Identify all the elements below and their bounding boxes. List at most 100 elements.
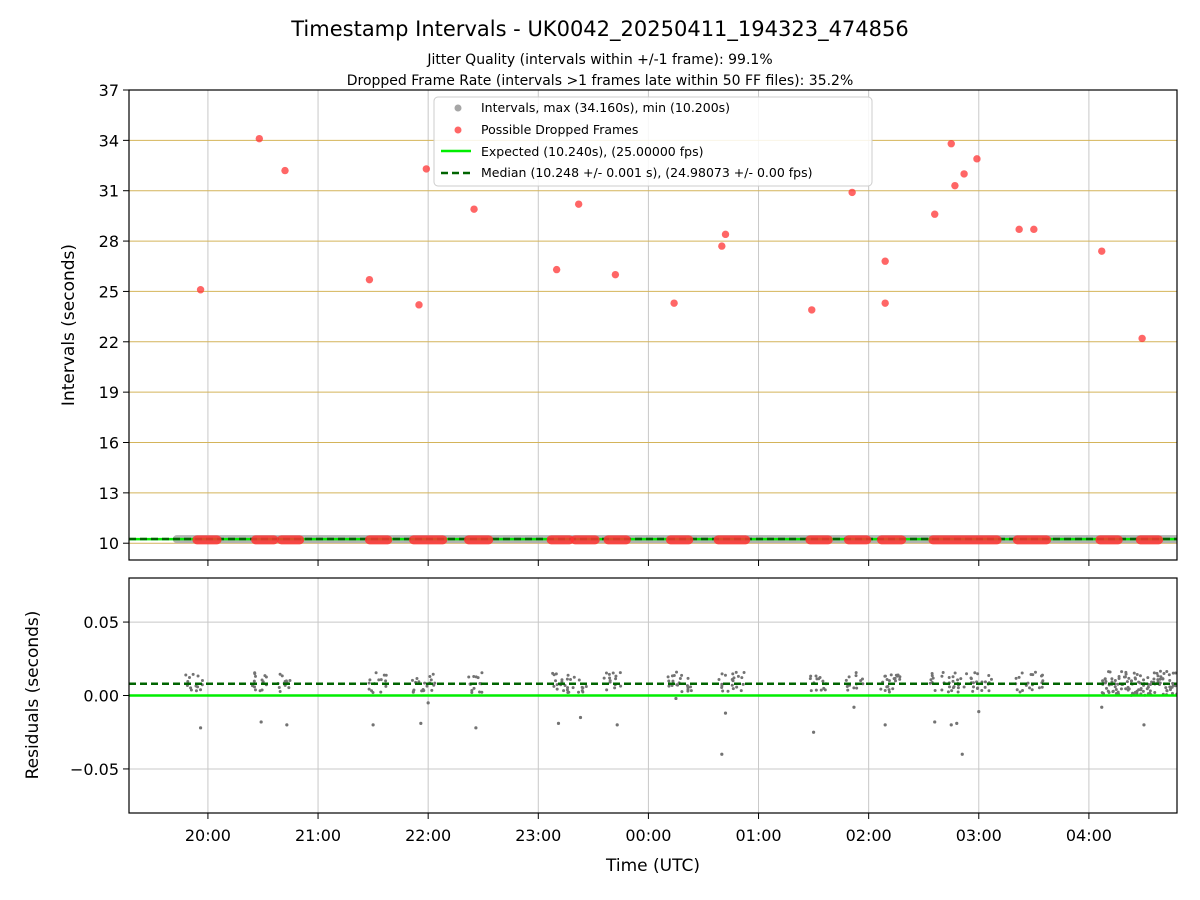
residual-point [422, 688, 426, 692]
residual-point [1158, 681, 1162, 685]
residual-point [809, 689, 813, 693]
intervals-y-axis: 10 13 16 19 22 25 28 31 34 37 [99, 81, 129, 553]
residual-outlier-point [578, 715, 583, 720]
residual-point [1168, 679, 1172, 683]
residual-point [947, 675, 951, 679]
residual-point [1162, 671, 1166, 675]
residual-point [580, 685, 584, 689]
residual-point [723, 673, 727, 677]
residual-point [887, 688, 891, 692]
residual-point [731, 679, 735, 683]
residual-point [983, 685, 987, 689]
residual-point [1133, 677, 1137, 681]
dropped-frame-point [808, 306, 816, 314]
residual-point [844, 678, 848, 682]
dropped-frame-point [196, 286, 205, 294]
residual-point [472, 686, 476, 690]
residual-point [1168, 685, 1172, 689]
residual-point [614, 674, 618, 678]
residual-point [1040, 685, 1044, 689]
residual-point [686, 689, 690, 693]
residual-point [931, 676, 935, 680]
residual-point [470, 688, 474, 692]
residual-point [740, 676, 744, 680]
residual-point [199, 688, 203, 692]
residual-point [854, 671, 858, 675]
residual-point [555, 683, 559, 687]
residual-point [191, 672, 195, 676]
residuals-y-label: Residuals (seconds) [23, 611, 43, 780]
residual-point [1015, 688, 1019, 692]
residual-point [253, 674, 257, 678]
residual-point [608, 679, 612, 683]
residual-point [809, 674, 813, 678]
residual-point [370, 689, 374, 693]
residual-point [423, 681, 427, 685]
residual-point [971, 689, 975, 693]
residual-point [1127, 687, 1131, 691]
residuals-y-axis: −0.05 0.00 0.05 [70, 613, 129, 779]
residual-point [1033, 670, 1037, 674]
residual-point [1116, 690, 1120, 694]
residual-point [1107, 690, 1111, 694]
residual-point [821, 679, 825, 683]
residual-point [194, 689, 198, 693]
residual-point [611, 671, 615, 675]
x-axis-label: Time (UTC) [605, 856, 700, 876]
dropped-frame-point [848, 188, 856, 197]
dropped-frame-point [951, 181, 959, 190]
intervals-y-tick-label: 28 [99, 232, 119, 251]
residual-point [1107, 670, 1111, 674]
residual-point [605, 688, 609, 692]
residual-point [568, 678, 572, 682]
residual-point [429, 678, 433, 682]
residual-point [189, 686, 193, 690]
residual-point [577, 678, 581, 682]
residuals-y-tick-label: −0.05 [70, 760, 119, 779]
residual-point [940, 688, 944, 692]
residuals-x-axis: 20:00 21:00 22:00 23:00 00:00 01:00 02:00 03:00… [185, 813, 1112, 845]
residual-point [604, 671, 608, 675]
residual-point [676, 683, 680, 687]
intervals-y-tick-label: 19 [99, 383, 119, 402]
x-tick-label: 04:00 [1066, 826, 1112, 845]
residual-point [467, 675, 471, 679]
dropped-frame-point [281, 166, 289, 175]
residual-point [1174, 671, 1177, 675]
residual-outlier-point [811, 730, 816, 734]
residual-point [855, 686, 859, 690]
residual-point [859, 679, 863, 683]
residual-point [431, 672, 435, 676]
residual-point [1135, 691, 1139, 695]
x-tick-label: 21:00 [295, 826, 341, 845]
residual-point [384, 684, 388, 688]
residual-point [196, 674, 200, 678]
residual-point [929, 678, 933, 682]
residual-point [883, 689, 887, 693]
residual-point [410, 678, 414, 682]
residual-point [887, 690, 891, 694]
residual-point [987, 689, 991, 693]
residual-point [940, 674, 944, 678]
residual-point [980, 688, 984, 692]
residual-outlier-point [419, 721, 423, 726]
x-tick-label: 22:00 [405, 826, 451, 845]
residual-point [1156, 678, 1160, 682]
residual-point [1039, 674, 1043, 678]
residual-point [817, 677, 821, 681]
residual-point [562, 689, 566, 693]
residual-point [428, 674, 432, 678]
residual-point [720, 685, 724, 689]
residual-point [613, 686, 617, 690]
residual-point [950, 689, 954, 693]
residual-point [1028, 686, 1032, 690]
residual-point [252, 679, 256, 683]
residual-point [264, 675, 268, 679]
residual-point [1113, 685, 1117, 689]
residual-point [1141, 689, 1145, 693]
residual-point [930, 674, 934, 678]
residual-point [941, 671, 945, 675]
residual-point [1149, 683, 1153, 687]
residuals-y-tick-label: 0.00 [83, 687, 119, 706]
residual-point [720, 672, 724, 676]
